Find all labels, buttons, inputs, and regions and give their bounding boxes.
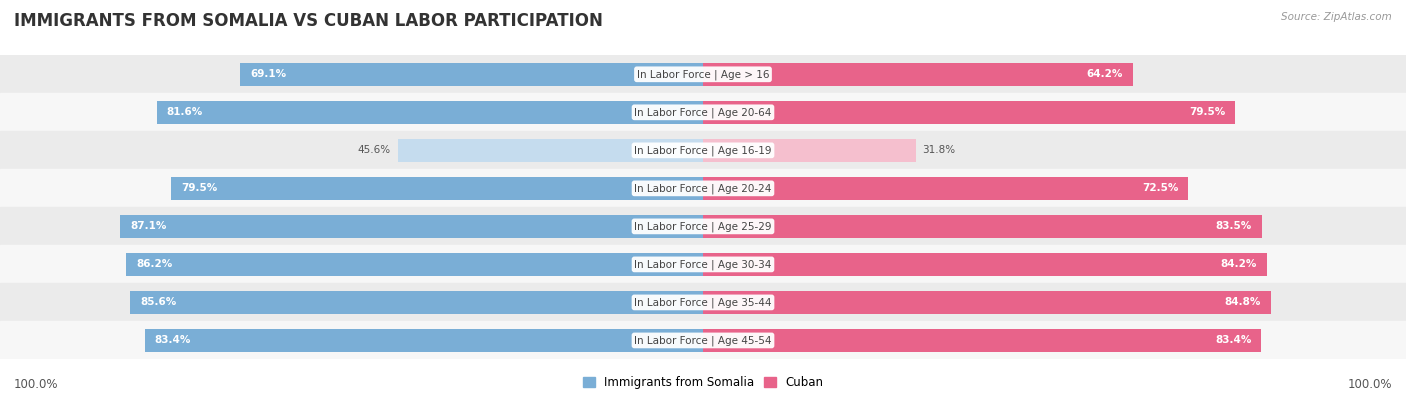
Text: 83.4%: 83.4% <box>155 335 191 346</box>
Bar <box>703 62 1133 86</box>
Bar <box>703 139 915 162</box>
Bar <box>0 132 1406 169</box>
Bar <box>703 291 1271 314</box>
Text: 100.0%: 100.0% <box>14 378 59 391</box>
Bar <box>0 55 1406 93</box>
Text: 84.2%: 84.2% <box>1220 260 1257 269</box>
Text: IMMIGRANTS FROM SOMALIA VS CUBAN LABOR PARTICIPATION: IMMIGRANTS FROM SOMALIA VS CUBAN LABOR P… <box>14 12 603 30</box>
Text: 79.5%: 79.5% <box>181 183 217 194</box>
Bar <box>703 101 1236 124</box>
Bar <box>703 253 1267 276</box>
Bar <box>0 93 1406 132</box>
Text: In Labor Force | Age 30-34: In Labor Force | Age 30-34 <box>634 259 772 270</box>
Text: In Labor Force | Age 20-24: In Labor Force | Age 20-24 <box>634 183 772 194</box>
Text: 64.2%: 64.2% <box>1087 69 1123 79</box>
Bar <box>0 207 1406 245</box>
Bar <box>0 245 1406 284</box>
Bar <box>129 291 703 314</box>
Bar <box>127 253 703 276</box>
Text: In Labor Force | Age 20-64: In Labor Force | Age 20-64 <box>634 107 772 118</box>
Bar <box>398 139 703 162</box>
Bar <box>145 329 703 352</box>
Text: In Labor Force | Age 45-54: In Labor Force | Age 45-54 <box>634 335 772 346</box>
Bar <box>703 214 1263 238</box>
Bar <box>703 329 1261 352</box>
Text: 84.8%: 84.8% <box>1225 297 1261 307</box>
Bar <box>240 62 703 86</box>
Bar <box>703 177 1188 200</box>
Bar <box>0 322 1406 359</box>
Bar <box>156 101 703 124</box>
Text: 31.8%: 31.8% <box>922 145 956 155</box>
Bar <box>170 177 703 200</box>
Text: 79.5%: 79.5% <box>1189 107 1225 117</box>
Bar <box>0 169 1406 207</box>
Text: 87.1%: 87.1% <box>129 221 166 231</box>
Text: 81.6%: 81.6% <box>167 107 202 117</box>
Text: 85.6%: 85.6% <box>141 297 176 307</box>
Text: 86.2%: 86.2% <box>136 260 172 269</box>
Text: 72.5%: 72.5% <box>1142 183 1178 194</box>
Text: In Labor Force | Age 25-29: In Labor Force | Age 25-29 <box>634 221 772 231</box>
Legend: Immigrants from Somalia, Cuban: Immigrants from Somalia, Cuban <box>583 376 823 389</box>
Bar <box>120 214 703 238</box>
Text: In Labor Force | Age 35-44: In Labor Force | Age 35-44 <box>634 297 772 308</box>
Text: Source: ZipAtlas.com: Source: ZipAtlas.com <box>1281 12 1392 22</box>
Text: In Labor Force | Age 16-19: In Labor Force | Age 16-19 <box>634 145 772 156</box>
Text: In Labor Force | Age > 16: In Labor Force | Age > 16 <box>637 69 769 79</box>
Text: 83.5%: 83.5% <box>1216 221 1251 231</box>
Text: 45.6%: 45.6% <box>359 145 391 155</box>
Text: 69.1%: 69.1% <box>250 69 287 79</box>
Text: 100.0%: 100.0% <box>1347 378 1392 391</box>
Text: 83.4%: 83.4% <box>1215 335 1251 346</box>
Bar <box>0 284 1406 322</box>
